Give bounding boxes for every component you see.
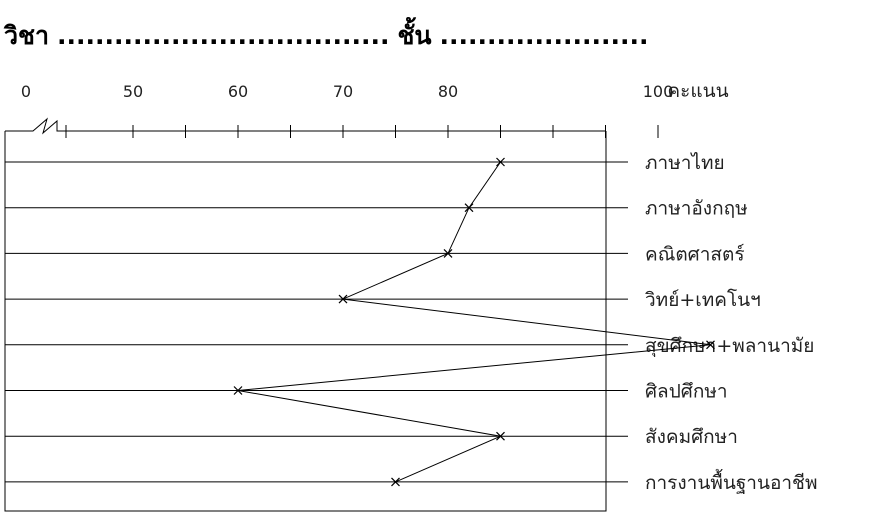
category-label: ศิลปศึกษา [645,381,728,403]
point-marker-stroke [443,248,453,258]
grade-label: ชั้น [397,21,432,50]
category-label: สุขศึกษา+พลานามัย [645,335,814,358]
axis-break-mark [5,117,606,135]
category-label: คณิตศาสตร์ [645,243,745,265]
point-marker-stroke [464,203,474,213]
category-label: สังคมศึกษา [645,426,738,448]
data-point [233,386,243,395]
data-point [338,294,348,304]
data-point [706,340,715,350]
point-marker-stroke [233,386,243,395]
data-point [496,157,505,167]
x-tick-label: 70 [333,82,353,101]
data-point [443,248,453,258]
plot-frame [4,131,607,512]
point-marker-stroke [391,477,400,487]
subject-label: วิชา [4,21,50,50]
worksheet-header: วิชา................................... ช… [4,16,656,56]
category-rows: ภาษาไทยภาษาอังกฤษคณิตศาสตร์วิทย์+เทคโนฯส… [5,152,817,494]
point-marker-stroke [496,431,505,441]
x-tick-label: 80 [438,82,458,101]
subject-blank: ................................... [57,21,390,50]
data-point [464,203,474,213]
data-series [233,157,715,487]
category-label: ภาษาไทย [645,152,725,174]
x-tick-label: 60 [228,82,248,101]
point-marker-stroke [338,294,348,304]
x-tick-label: 0 [21,82,31,101]
x-axis-title: คะแนน [667,80,728,102]
category-label: ภาษาอังกฤษ [645,198,748,220]
x-tick-label: 100 [643,82,674,101]
data-point [391,477,400,487]
point-marker-stroke [496,157,505,167]
x-tick-label: 50 [123,82,143,101]
category-label: วิทย์+เทคโนฯ [645,288,761,311]
grade-blank: ...................... [439,21,649,50]
point-marker-stroke [706,340,715,350]
series-line [237,161,711,483]
data-point [496,431,505,441]
category-label: การงานพื้นฐานอาชีพ [645,469,817,494]
